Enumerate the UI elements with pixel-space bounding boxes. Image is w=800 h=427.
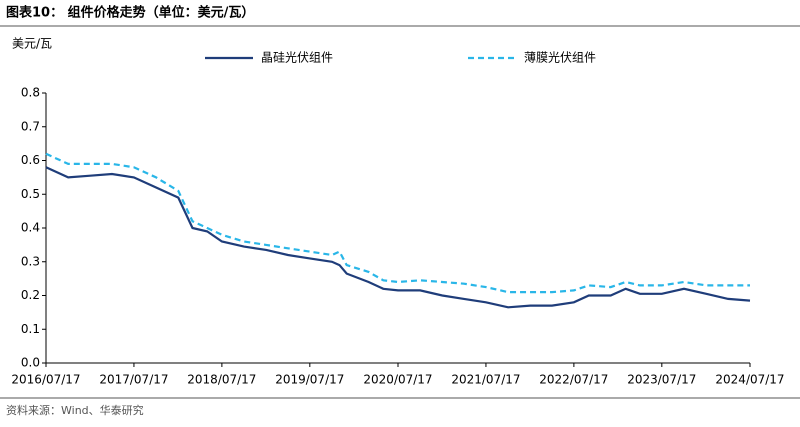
x-tick-label: 2017/07/17 [99, 373, 168, 387]
y-tick-label: 0.8 [21, 86, 40, 100]
y-axis-label: 美元/瓦 [12, 37, 52, 51]
data-line [45, 166, 751, 309]
x-tick-label: 2020/07/17 [363, 373, 432, 387]
y-tick-label: 0.0 [21, 356, 40, 370]
y-tick-label: 0.4 [21, 221, 40, 235]
chart-title: 图表10： 组件价格走势（单位：美元/瓦） [6, 5, 254, 21]
x-tick-label: 2022/07/17 [539, 373, 608, 387]
legend-label: 薄膜光伏组件 [524, 50, 596, 65]
x-tick-label: 2023/07/17 [627, 373, 696, 387]
x-tick-label: 2024/07/17 [715, 373, 784, 387]
y-tick-label: 0.1 [21, 322, 40, 336]
data-line [45, 152, 750, 294]
legend-label: 晶硅光伏组件 [261, 51, 333, 65]
y-tick-label: 0.5 [21, 187, 40, 201]
y-tick-label: 0.6 [21, 153, 40, 167]
y-tick-label: 0.7 [21, 119, 40, 133]
x-tick-label: 2018/07/17 [187, 373, 256, 387]
source-note: 资料来源：Wind、华泰研究 [6, 403, 144, 417]
x-tick-label: 2021/07/17 [451, 373, 520, 387]
y-tick-label: 0.3 [21, 254, 40, 268]
y-tick-label: 0.2 [21, 288, 40, 302]
x-tick-label: 2019/07/17 [275, 373, 344, 387]
x-tick-label: 2016/07/17 [11, 373, 80, 387]
